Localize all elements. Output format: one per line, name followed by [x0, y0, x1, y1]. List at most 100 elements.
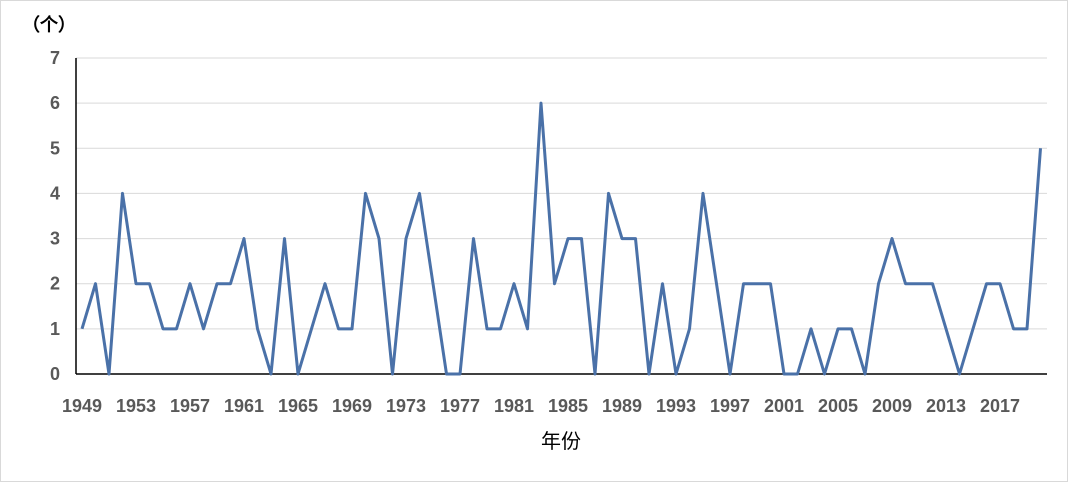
- data-point: [256, 327, 260, 331]
- data-point: [931, 282, 935, 286]
- data-point: [364, 191, 368, 195]
- data-point: [674, 372, 678, 376]
- data-point: [242, 237, 246, 241]
- data-point: [391, 372, 395, 376]
- data-point: [161, 327, 165, 331]
- data-point: [134, 282, 138, 286]
- data-point: [877, 282, 881, 286]
- y-tick-label: 6: [50, 93, 60, 113]
- data-point: [742, 282, 746, 286]
- data-point: [148, 282, 152, 286]
- data-point: [580, 237, 584, 241]
- gridlines: [76, 57, 1047, 330]
- y-tick-label: 0: [50, 364, 60, 384]
- data-point: [458, 372, 462, 376]
- data-point: [472, 237, 476, 241]
- x-tick-label: 1957: [170, 396, 210, 416]
- x-tick-label: 1969: [332, 396, 372, 416]
- data-point: [796, 372, 800, 376]
- data-point: [958, 372, 962, 376]
- data-point: [985, 282, 989, 286]
- x-tick-label: 1977: [440, 396, 480, 416]
- data-point: [917, 282, 921, 286]
- data-point: [782, 372, 786, 376]
- data-point: [688, 327, 692, 331]
- data-point: [850, 327, 854, 331]
- data-point: [701, 191, 705, 195]
- data-point: [553, 282, 557, 286]
- data-point: [998, 282, 1002, 286]
- data-point: [499, 327, 503, 331]
- data-point: [350, 327, 354, 331]
- data-point: [836, 327, 840, 331]
- data-point: [404, 237, 408, 241]
- data-point: [310, 327, 314, 331]
- data-point: [377, 237, 381, 241]
- data-point: [607, 191, 611, 195]
- data-point: [769, 282, 773, 286]
- data-point: [634, 237, 638, 241]
- x-axis-ticks: 1949 1953 1957 1961 1965 1969 1973 1977 1981 1985…: [62, 396, 1020, 416]
- x-tick-label: 1965: [278, 396, 318, 416]
- data-point: [337, 327, 341, 331]
- data-point: [202, 327, 206, 331]
- data-point: [904, 282, 908, 286]
- data-point: [283, 237, 287, 241]
- x-tick-label: 2001: [764, 396, 804, 416]
- data-point: [539, 101, 543, 105]
- x-tick-label: 1949: [62, 396, 102, 416]
- data-point: [1025, 327, 1029, 331]
- y-tick-label: 1: [50, 319, 60, 339]
- x-tick-label: 1953: [116, 396, 156, 416]
- data-point: [661, 282, 665, 286]
- data-point: [755, 282, 759, 286]
- data-point: [863, 372, 867, 376]
- data-point: [593, 372, 597, 376]
- x-tick-label: 2009: [872, 396, 912, 416]
- data-point: [107, 372, 111, 376]
- data-point: [188, 282, 192, 286]
- data-point: [445, 372, 449, 376]
- data-point: [418, 191, 422, 195]
- x-tick-label: 1981: [494, 396, 534, 416]
- data-point: [944, 327, 948, 331]
- data-point: [647, 372, 651, 376]
- data-point: [1012, 327, 1016, 331]
- data-point: [971, 327, 975, 331]
- y-tick-label: 7: [50, 48, 60, 68]
- data-point: [715, 282, 719, 286]
- x-tick-label: 1989: [602, 396, 642, 416]
- data-point: [269, 372, 273, 376]
- data-point: [431, 282, 435, 286]
- data-point: [175, 327, 179, 331]
- data-point: [229, 282, 233, 286]
- data-point: [620, 237, 624, 241]
- data-point: [323, 282, 327, 286]
- data-point: [566, 237, 570, 241]
- data-point: [728, 372, 732, 376]
- y-axis-unit-label: （个）: [22, 14, 76, 36]
- x-tick-label: 1961: [224, 396, 264, 416]
- x-tick-label: 2013: [926, 396, 966, 416]
- y-axis-ticks: 0 1 2 3 4 5 6 7: [50, 48, 60, 384]
- data-point: [890, 237, 894, 241]
- y-tick-label: 3: [50, 229, 60, 249]
- data-point: [215, 282, 219, 286]
- series-line: [80, 101, 1042, 376]
- data-point: [94, 282, 98, 286]
- x-tick-label: 1993: [656, 396, 696, 416]
- data-point: [1039, 146, 1043, 150]
- x-tick-label: 1973: [386, 396, 426, 416]
- y-tick-label: 2: [50, 274, 60, 294]
- data-point: [809, 327, 813, 331]
- data-point: [512, 282, 516, 286]
- y-tick-label: 5: [50, 138, 60, 158]
- data-point: [296, 372, 300, 376]
- y-tick-label: 4: [50, 183, 60, 203]
- x-tick-label: 1985: [548, 396, 588, 416]
- data-point: [121, 191, 125, 195]
- data-point: [526, 327, 530, 331]
- data-point: [80, 327, 84, 331]
- x-tick-label: 2005: [818, 396, 858, 416]
